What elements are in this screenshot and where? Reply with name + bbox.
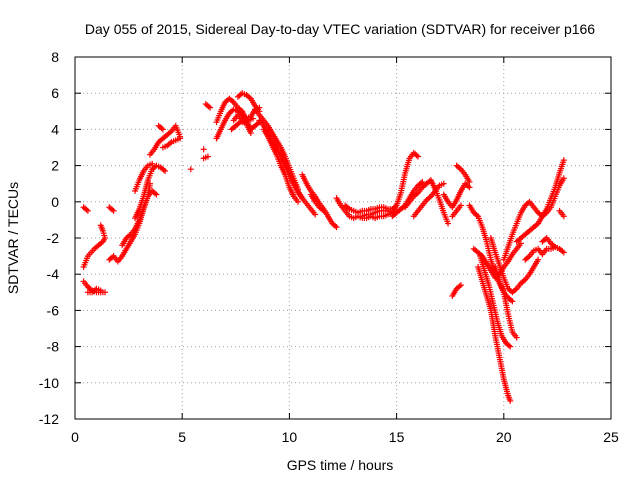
data-point (200, 146, 207, 153)
data-point (97, 222, 104, 229)
data-point (102, 289, 109, 296)
data-point (415, 153, 422, 160)
data-point (97, 287, 104, 294)
data-point (419, 178, 426, 185)
y-tick-label: 2 (51, 158, 59, 174)
chart-title: Day 055 of 2015, Sidereal Day-to-day VTE… (85, 21, 595, 37)
data-point (445, 220, 452, 227)
x-tick-label: 10 (282, 429, 298, 445)
data-point (207, 104, 214, 111)
y-tick-label: 4 (51, 121, 59, 137)
x-tick-label: 0 (71, 429, 79, 445)
data-point (513, 334, 520, 341)
data-point (535, 256, 542, 263)
grid (75, 57, 611, 419)
y-axis-label: SDTVAR / TECUs (5, 182, 21, 294)
y-tick-label: -2 (47, 230, 60, 246)
data-point (149, 160, 156, 167)
y-tick-label: -10 (39, 375, 59, 391)
data-point (110, 207, 117, 214)
data-point (466, 178, 473, 185)
data-point (507, 343, 514, 350)
data-point (249, 115, 256, 122)
data-point (177, 135, 184, 142)
x-tick-label: 25 (603, 429, 619, 445)
x-tick-label: 5 (178, 429, 186, 445)
y-tick-label: 0 (51, 194, 59, 210)
data-point (294, 198, 301, 205)
data-point (517, 240, 524, 247)
data-markers (80, 90, 567, 404)
data-point (457, 282, 464, 289)
axis-ticks: 0 5 10 15 20 25 -12 -10 -8 -6 -4 -2 0 2 4 6 8 (39, 49, 619, 445)
data-point (440, 180, 447, 187)
data-point (159, 126, 166, 133)
data-point (393, 202, 400, 209)
data-point (560, 175, 567, 182)
x-tick-label: 15 (389, 429, 405, 445)
data-point (509, 298, 516, 305)
data-point (162, 168, 169, 175)
y-tick-label: 8 (51, 49, 59, 65)
data-point (187, 166, 194, 173)
data-point (457, 202, 464, 209)
data-point (204, 153, 211, 160)
data-point (560, 213, 567, 220)
x-tick-label: 20 (496, 429, 512, 445)
data-point (560, 249, 567, 256)
x-axis-label: GPS time / hours (287, 457, 394, 473)
data-point (84, 207, 91, 214)
data-point (320, 207, 327, 214)
data-point (153, 191, 160, 198)
y-tick-label: -8 (47, 339, 60, 355)
data-point (552, 244, 559, 251)
data-point (507, 397, 514, 404)
data-point (312, 211, 319, 218)
y-tick-label: -12 (39, 411, 59, 427)
y-tick-label: -6 (47, 302, 60, 318)
data-point (333, 224, 340, 231)
data-point (247, 130, 254, 137)
data-point (466, 184, 473, 191)
data-point (560, 157, 567, 164)
y-tick-label: 6 (51, 85, 59, 101)
y-tick-label: -4 (47, 266, 60, 282)
